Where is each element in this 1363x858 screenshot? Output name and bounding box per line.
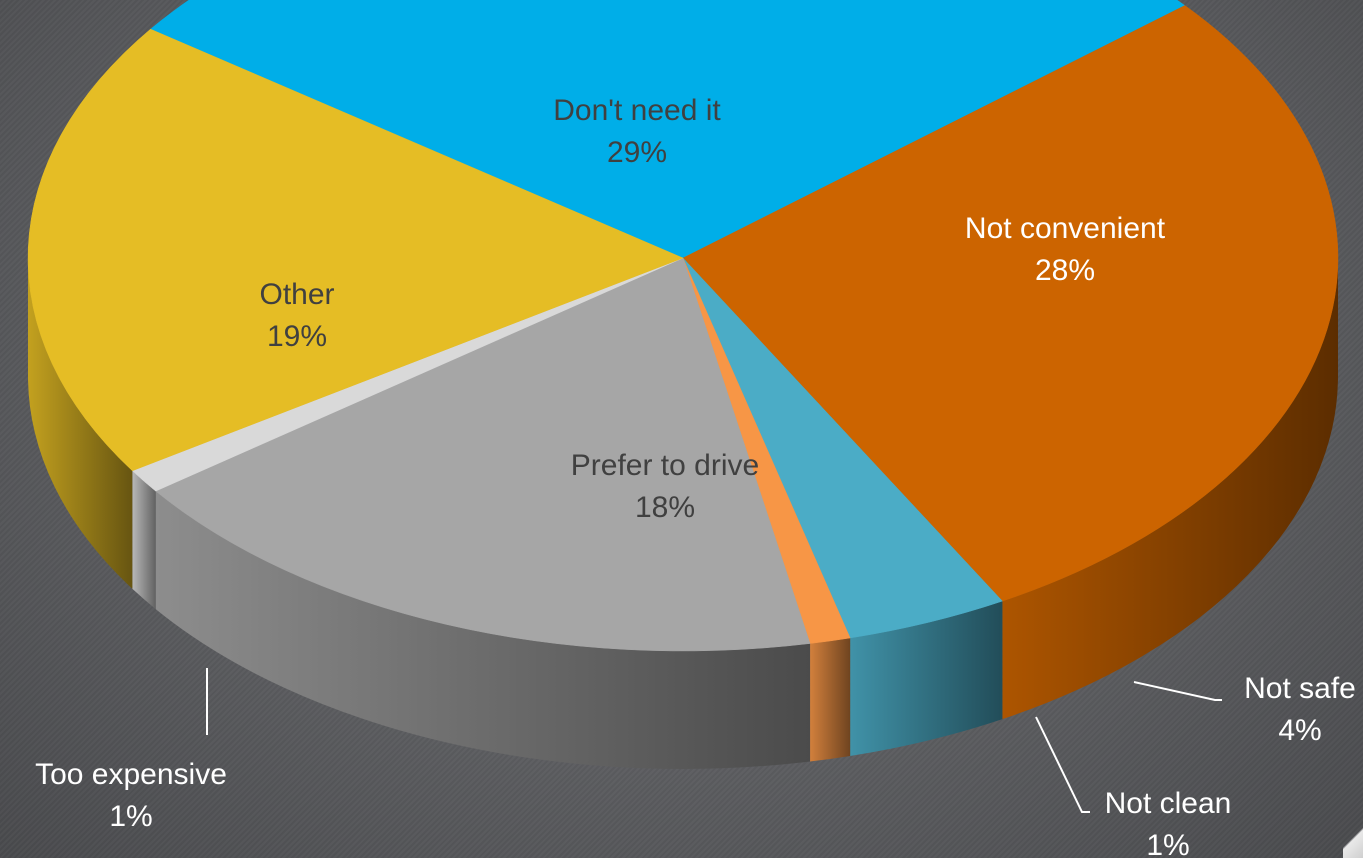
- slice-other: [27, 28, 684, 472]
- page-curl: [1343, 822, 1363, 858]
- slice-side-not-convenient: [1002, 258, 1338, 720]
- slice-not-convenient: [682, 5, 1339, 602]
- data-label-don-t-need-it: Don't need it: [553, 94, 721, 127]
- data-label-pct-not-convenient: 28%: [1035, 254, 1095, 287]
- data-label-pct-not-safe: 4%: [1278, 714, 1321, 747]
- data-label-pct-don-t-need-it: 29%: [607, 136, 667, 169]
- slice-side-other: [28, 258, 133, 589]
- slice-side-not-clean: [810, 637, 851, 762]
- data-label-not-convenient: Not convenient: [965, 212, 1166, 245]
- slice-side-prefer-to-drive: [155, 491, 811, 770]
- data-label-pct-too-expensive: 1%: [109, 800, 152, 833]
- data-label-too-expensive: Too expensive: [35, 758, 227, 791]
- data-labels: Don't need it 29% Not convenient 28% Not saf…: [35, 94, 1356, 858]
- slice-side-too-expensive: [132, 470, 156, 610]
- data-label-other: Other: [259, 278, 334, 311]
- pie-tops: [27, 0, 1339, 652]
- pie-sides: [28, 258, 1338, 770]
- data-label-prefer-to-drive: Prefer to drive: [571, 449, 759, 482]
- slice-prefer-to-drive: [155, 257, 811, 652]
- leader-lines: [206, 668, 1222, 813]
- data-label-not-safe: Not safe: [1244, 672, 1356, 705]
- slice-side-not-safe: [850, 601, 1003, 756]
- data-label-not-clean: Not clean: [1105, 787, 1232, 820]
- data-label-pct-not-clean: 1%: [1146, 829, 1189, 858]
- slice-don-t-need-it: [150, 0, 1186, 259]
- leader-not-safe: [1133, 681, 1222, 701]
- leader-not-clean: [1035, 716, 1090, 813]
- data-label-pct-other: 19%: [267, 320, 327, 353]
- data-label-pct-prefer-to-drive: 18%: [635, 491, 695, 524]
